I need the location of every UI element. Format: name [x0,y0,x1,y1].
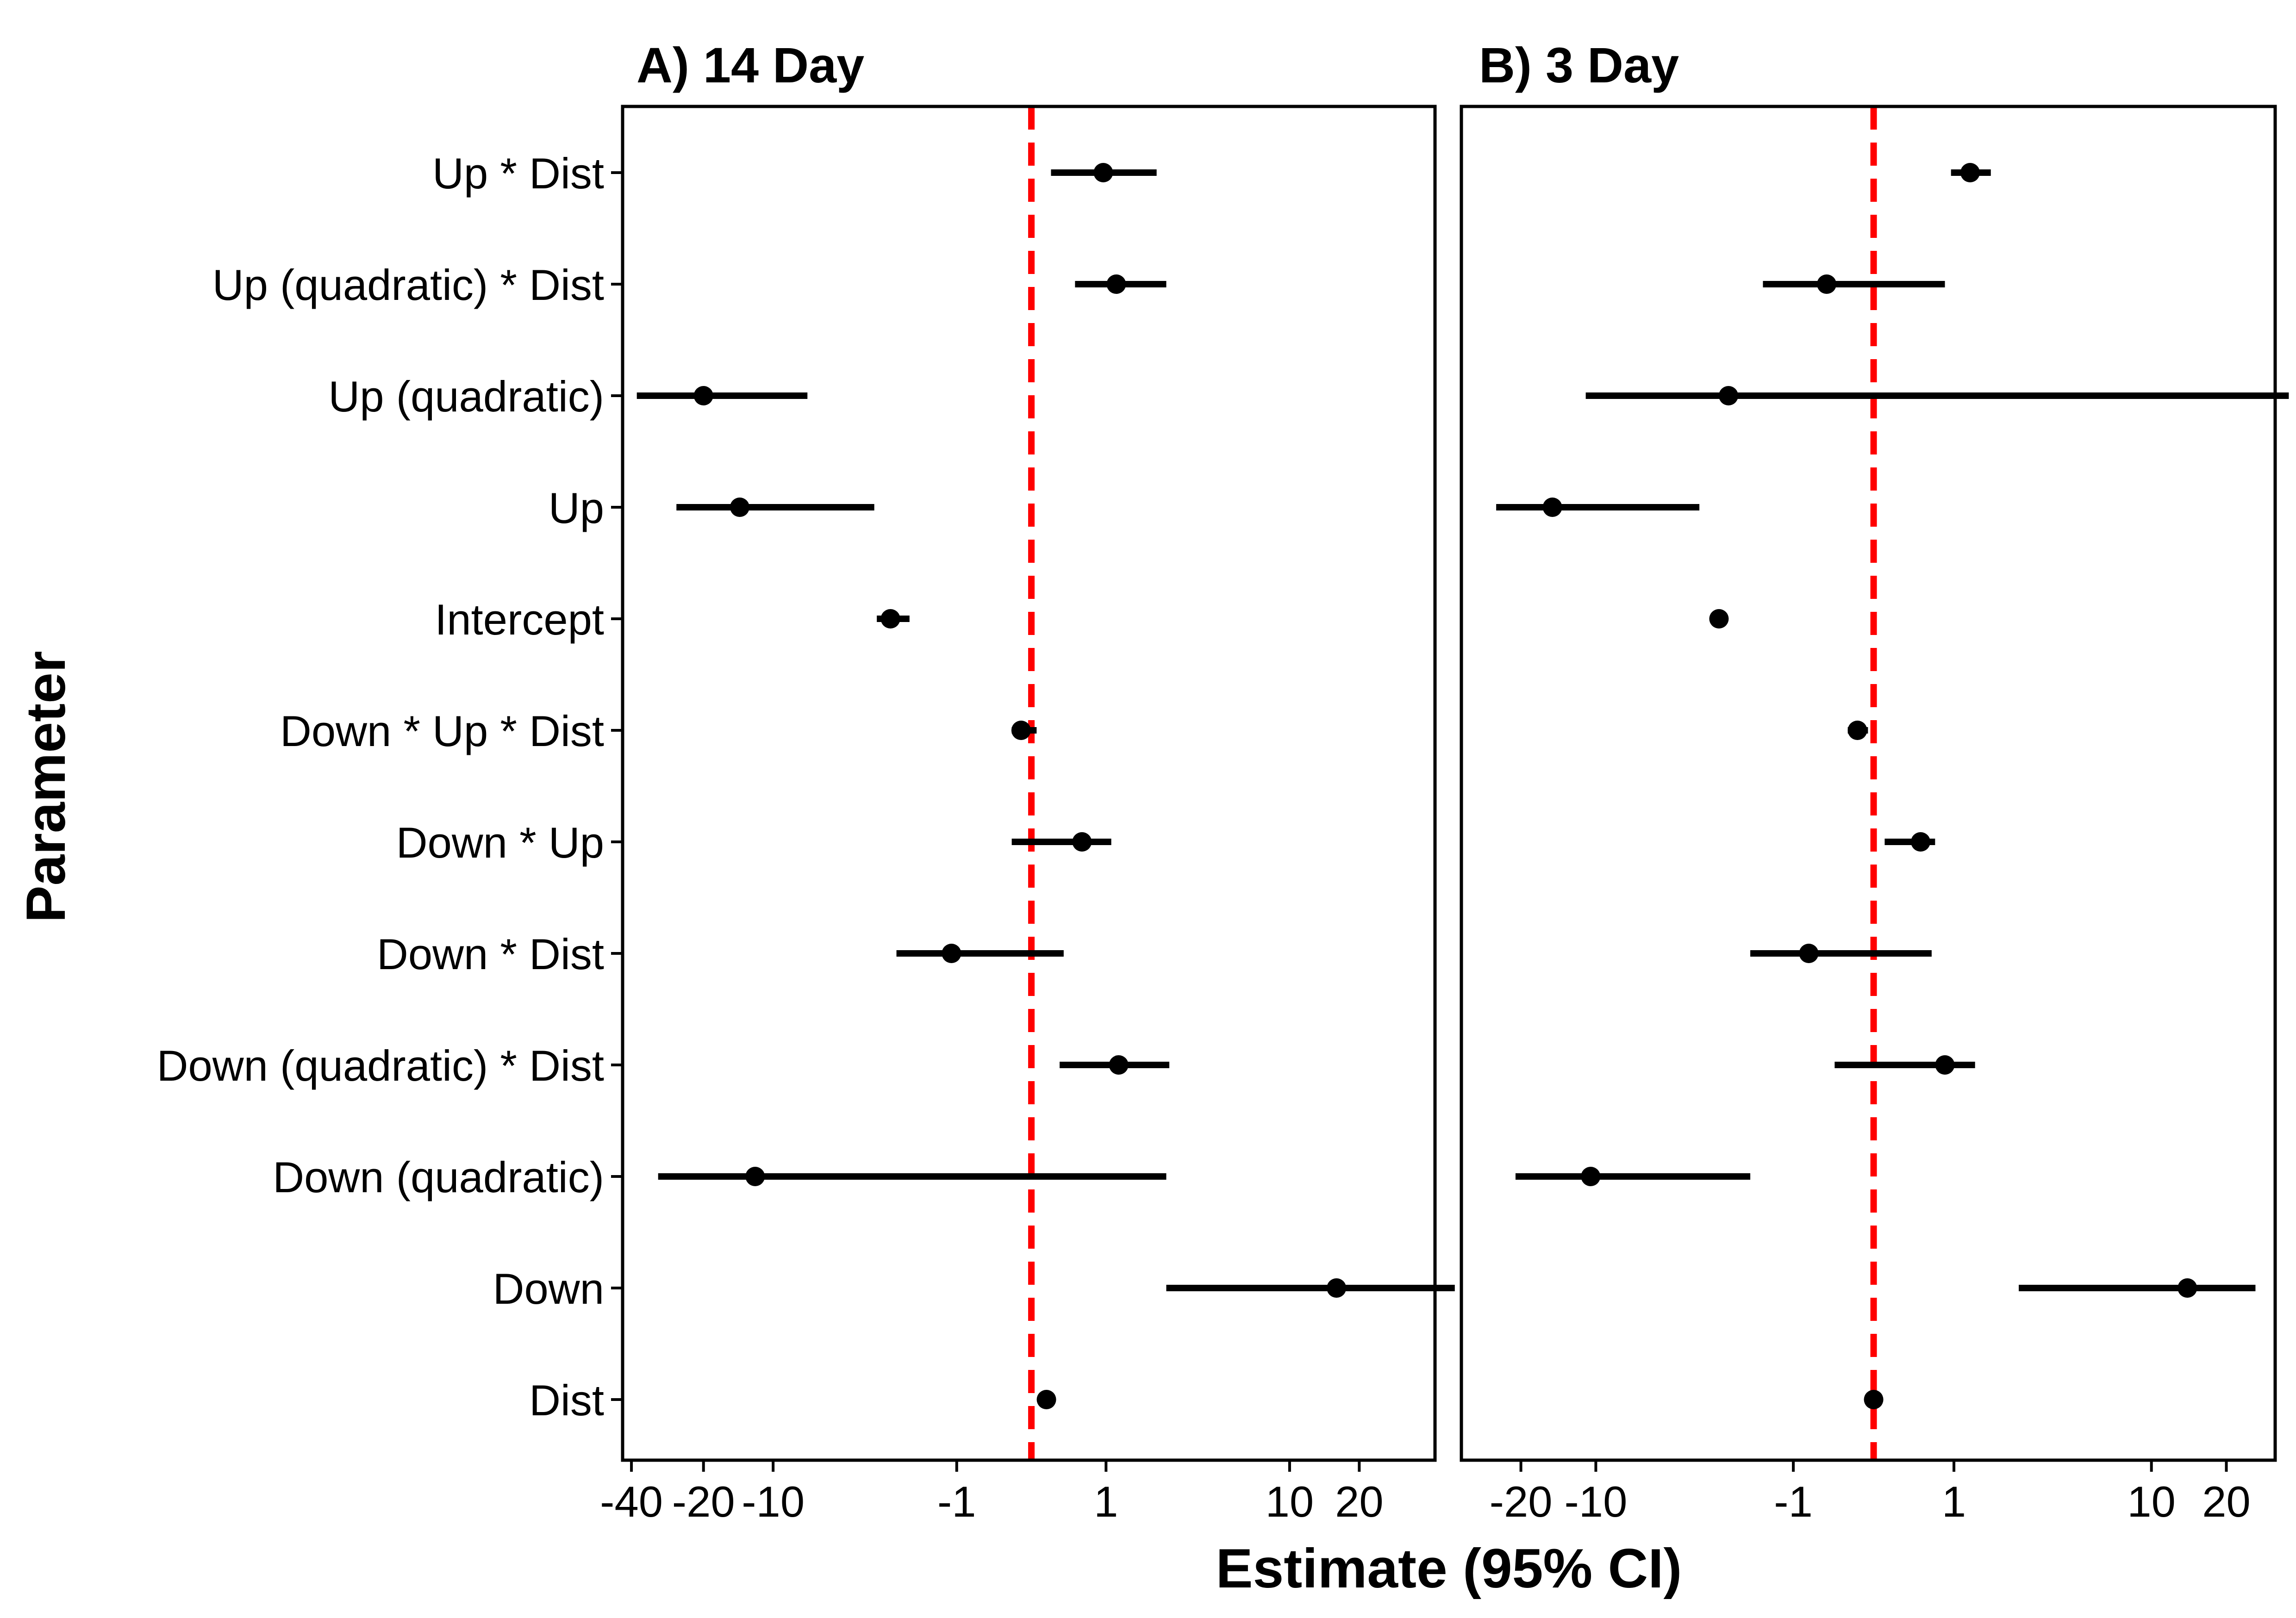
x-tick-label: -1 [1774,1477,1813,1526]
panel-frame [1460,105,2277,1462]
panel-title: A) 14 Day [636,37,864,93]
estimate-point [1542,498,1562,517]
estimate-point [1011,721,1031,740]
estimate-point [1106,274,1126,294]
x-tick-label: 10 [1266,1477,1314,1526]
estimate-point [1109,1055,1129,1075]
estimate-point [1911,832,1931,852]
parameter-label: Down * Up * Dist [280,707,604,755]
x-tick-label: -20 [672,1477,735,1526]
x-tick-label: -20 [1490,1477,1553,1526]
parameter-label: Up * Dist [432,149,604,198]
estimate-point [745,1167,765,1186]
panel-title: B) 3 Day [1479,37,1679,93]
parameter-label: Down * Dist [377,930,604,978]
parameter-label: Down [493,1264,604,1313]
parameter-label: Dist [529,1376,604,1425]
estimate-point [2177,1278,2197,1298]
x-tick-label: 20 [2202,1477,2251,1526]
x-tick-label: 1 [1094,1477,1118,1526]
estimate-point [1719,386,1739,405]
panel-frame [621,105,1437,1462]
parameter-label: Up [549,484,604,532]
estimate-point [693,386,713,405]
parameter-label: Up (quadratic) * Dist [212,261,604,309]
estimate-point [880,609,900,629]
estimate-point [1864,1390,1884,1409]
estimate-point [1817,274,1837,294]
estimate-point [1093,163,1113,182]
parameter-label: Intercept [435,595,604,644]
estimate-point [942,944,961,963]
x-tick-label: -10 [742,1477,805,1526]
parameter-label: Down (quadratic) [273,1153,604,1201]
parameter-label: Up (quadratic) [328,372,604,421]
estimate-point [1935,1055,1955,1075]
panel-14-day: A) 14 Day -40 -20 -10 -1 1 10 20 Up * Dist Up (q… [157,37,1455,1526]
x-tick-label: 20 [1335,1477,1384,1526]
estimate-point [1847,721,1867,740]
x-axis-title: Estimate (95% CI) [1216,1537,1682,1599]
estimate-point [1327,1278,1347,1298]
x-tick-label: 1 [1942,1477,1966,1526]
estimate-point [1960,163,1980,182]
parameter-label: Down (quadratic) * Dist [157,1041,604,1090]
estimate-point [1799,944,1819,963]
estimate-point [1072,832,1092,852]
x-tick-label: -10 [1564,1477,1627,1526]
estimate-point [1581,1167,1601,1186]
estimate-point [1709,609,1729,629]
x-tick-label: -1 [937,1477,976,1526]
y-axis-title: Parameter [15,651,77,922]
x-tick-label: 10 [2127,1477,2176,1526]
x-tick-label: -40 [600,1477,663,1526]
parameter-label: Down * Up [396,818,604,867]
estimate-point [730,498,750,517]
panel-3-day: B) 3 Day -20 -10 -1 1 10 20 [1460,37,2289,1526]
estimate-point [1036,1390,1056,1409]
